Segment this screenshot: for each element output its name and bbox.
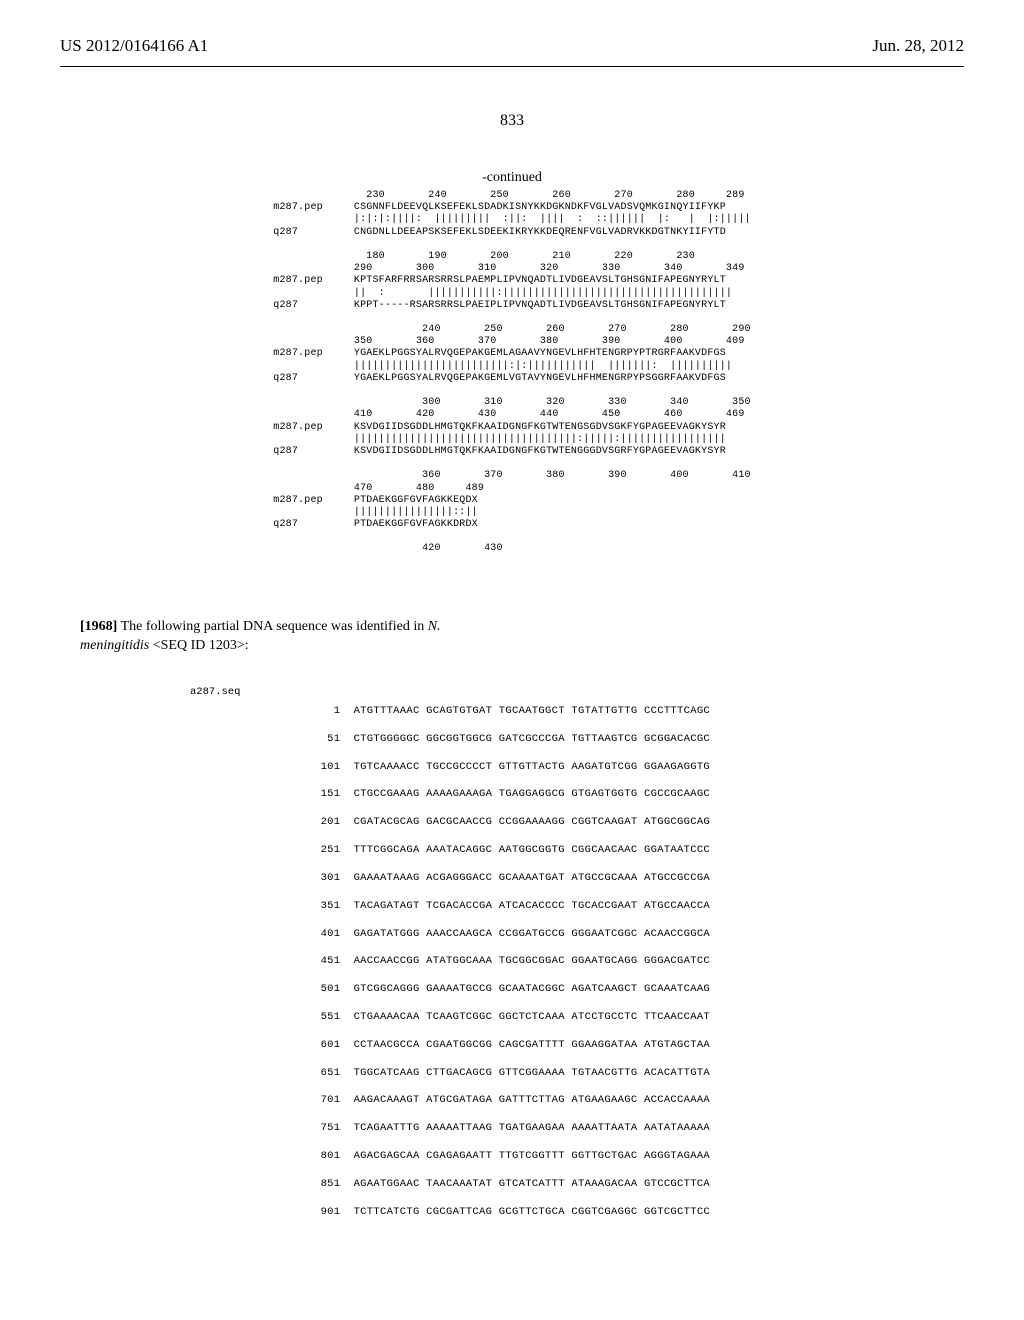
dna-sequence-text: 1 ATGTTTAAAC GCAGTGTGAT TGCAATGGCT TGTAT… — [314, 698, 710, 1226]
dna-sequence-block: a287.seq 1 ATGTTTAAAC GCAGTGTGAT TGCAATG… — [0, 686, 1024, 1226]
publication-number: US 2012/0164166 A1 — [60, 36, 208, 56]
dna-sequence-header: a287.seq — [0, 686, 1024, 698]
continued-label: -continued — [482, 170, 542, 186]
header-rule — [60, 66, 964, 67]
paragraph-prefix: The following partial DNA sequence was i… — [121, 619, 428, 634]
paragraph-1968: [1968] The following partial DNA sequenc… — [80, 618, 490, 656]
alignment-text: 230 240 250 260 270 280 289 m287.pep CSG… — [273, 190, 750, 556]
paragraph-suffix: <SEQ ID 1203>: — [149, 638, 248, 653]
sequence-alignment-block: -continued 230 240 250 260 270 280 289 m… — [0, 170, 1024, 556]
publication-date: Jun. 28, 2012 — [872, 36, 964, 56]
page-number: 833 — [0, 112, 1024, 130]
paragraph-index: [1968] — [80, 619, 117, 634]
